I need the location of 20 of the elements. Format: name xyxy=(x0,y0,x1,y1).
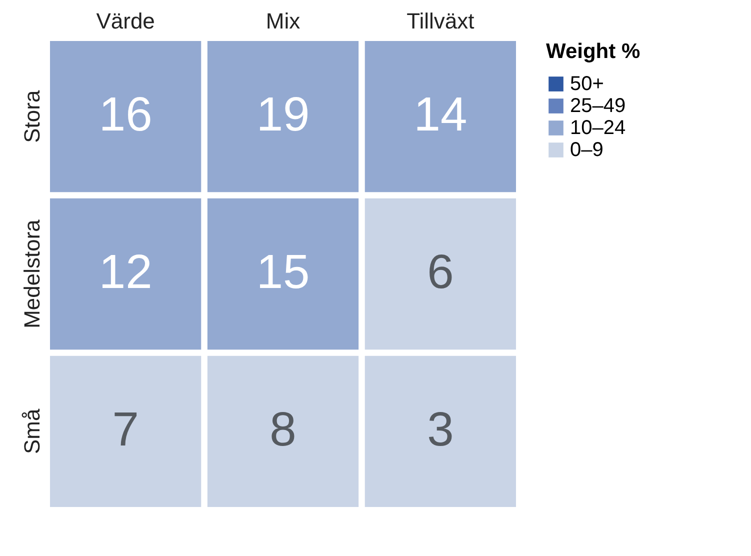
x-tick-label: Värde xyxy=(96,8,155,34)
legend-label: 0–9 xyxy=(570,139,604,161)
data-label: 3 xyxy=(427,403,454,456)
data-label: 15 xyxy=(256,246,310,299)
data-label: 16 xyxy=(98,88,152,142)
data-label: 12 xyxy=(98,246,152,299)
data-label: 8 xyxy=(270,403,296,456)
y-tick-label: Små xyxy=(20,408,44,454)
legend-title: Weight % xyxy=(546,40,640,63)
data-label: 7 xyxy=(112,403,139,456)
x-tick-label: Mix xyxy=(266,8,300,34)
legend-label: 10–24 xyxy=(570,117,626,139)
data-label: 14 xyxy=(414,88,468,142)
data-label: 6 xyxy=(427,246,454,299)
data-label: 19 xyxy=(256,88,310,142)
legend-label: 50+ xyxy=(570,73,604,95)
x-tick-label: Tillväxt xyxy=(406,8,474,34)
y-tick-label: Medelstora xyxy=(20,218,44,328)
y-tick-label: Stora xyxy=(20,90,44,143)
legend-label: 25–49 xyxy=(570,95,626,117)
